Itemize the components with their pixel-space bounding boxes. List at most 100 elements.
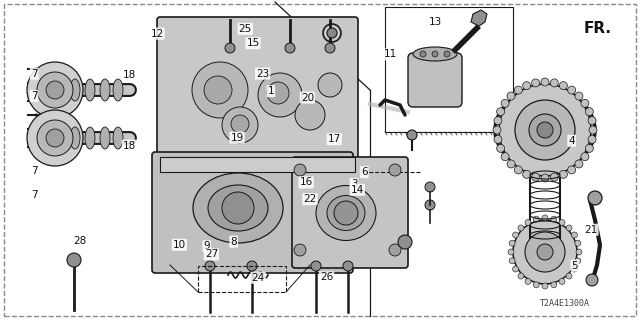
Text: 18: 18 xyxy=(123,70,136,80)
Circle shape xyxy=(537,122,553,138)
Text: 25: 25 xyxy=(239,24,252,34)
Circle shape xyxy=(525,220,531,226)
Circle shape xyxy=(586,108,593,116)
Circle shape xyxy=(551,282,557,288)
Circle shape xyxy=(318,73,342,97)
Text: 28: 28 xyxy=(74,236,87,246)
Text: 8: 8 xyxy=(230,236,237,247)
Text: 1: 1 xyxy=(268,86,274,96)
Circle shape xyxy=(533,282,540,288)
Circle shape xyxy=(46,81,64,99)
Circle shape xyxy=(589,126,597,134)
Circle shape xyxy=(541,174,549,182)
Circle shape xyxy=(258,73,302,117)
Circle shape xyxy=(398,235,412,249)
Circle shape xyxy=(311,261,321,271)
Text: 19: 19 xyxy=(230,132,244,143)
Circle shape xyxy=(513,220,577,284)
Ellipse shape xyxy=(85,127,95,149)
Circle shape xyxy=(225,43,235,53)
Circle shape xyxy=(285,43,295,53)
Text: 18: 18 xyxy=(123,140,136,151)
Ellipse shape xyxy=(70,79,80,101)
Text: 7: 7 xyxy=(31,91,37,101)
Circle shape xyxy=(525,232,565,272)
FancyBboxPatch shape xyxy=(157,17,358,168)
Circle shape xyxy=(572,266,577,272)
Circle shape xyxy=(501,153,509,161)
Circle shape xyxy=(572,232,577,238)
Circle shape xyxy=(568,166,575,174)
Text: 24: 24 xyxy=(252,273,265,283)
Circle shape xyxy=(518,225,524,231)
Circle shape xyxy=(542,283,548,289)
Ellipse shape xyxy=(70,127,80,149)
Circle shape xyxy=(37,120,73,156)
Circle shape xyxy=(588,116,596,124)
Text: 14: 14 xyxy=(351,185,364,195)
Text: 27: 27 xyxy=(205,249,218,260)
Circle shape xyxy=(432,51,438,57)
Text: 22: 22 xyxy=(303,194,317,204)
Circle shape xyxy=(513,232,518,238)
Circle shape xyxy=(576,249,582,255)
Circle shape xyxy=(532,79,540,87)
Circle shape xyxy=(67,253,81,267)
Circle shape xyxy=(551,216,557,222)
Ellipse shape xyxy=(100,79,110,101)
Circle shape xyxy=(497,144,505,152)
Circle shape xyxy=(575,240,581,246)
Text: 9: 9 xyxy=(204,241,210,252)
Circle shape xyxy=(509,258,515,264)
Circle shape xyxy=(566,273,572,279)
Circle shape xyxy=(294,244,306,256)
Ellipse shape xyxy=(327,196,365,230)
Circle shape xyxy=(575,258,581,264)
Circle shape xyxy=(509,240,515,246)
Circle shape xyxy=(588,135,596,143)
Circle shape xyxy=(444,51,450,57)
Circle shape xyxy=(542,215,548,221)
Circle shape xyxy=(515,86,522,94)
Ellipse shape xyxy=(100,127,110,149)
Circle shape xyxy=(550,173,558,181)
Circle shape xyxy=(247,261,257,271)
Circle shape xyxy=(568,86,575,94)
Circle shape xyxy=(325,43,335,53)
Circle shape xyxy=(533,216,540,222)
Circle shape xyxy=(407,130,417,140)
Polygon shape xyxy=(471,10,487,26)
Circle shape xyxy=(27,110,83,166)
Circle shape xyxy=(581,153,589,161)
Circle shape xyxy=(508,249,514,255)
Circle shape xyxy=(559,278,565,284)
Circle shape xyxy=(541,78,549,86)
FancyBboxPatch shape xyxy=(292,157,408,268)
Circle shape xyxy=(559,170,568,178)
Circle shape xyxy=(343,261,353,271)
Ellipse shape xyxy=(113,79,123,101)
Circle shape xyxy=(566,225,572,231)
Ellipse shape xyxy=(113,127,123,149)
Circle shape xyxy=(586,144,593,152)
Circle shape xyxy=(327,28,337,38)
Text: 23: 23 xyxy=(256,68,269,79)
Text: 17: 17 xyxy=(328,134,341,144)
Circle shape xyxy=(494,135,502,143)
Circle shape xyxy=(389,164,401,176)
Ellipse shape xyxy=(85,79,95,101)
Circle shape xyxy=(222,107,258,143)
Circle shape xyxy=(532,173,540,181)
Circle shape xyxy=(497,108,505,116)
FancyBboxPatch shape xyxy=(152,152,353,273)
Circle shape xyxy=(499,84,591,176)
Text: 10: 10 xyxy=(173,240,186,250)
Circle shape xyxy=(425,182,435,192)
Bar xyxy=(198,266,286,292)
Text: 5: 5 xyxy=(572,260,578,271)
Text: FR.: FR. xyxy=(584,20,612,36)
Circle shape xyxy=(37,72,73,108)
Circle shape xyxy=(559,82,568,90)
FancyBboxPatch shape xyxy=(160,157,355,172)
Text: 7: 7 xyxy=(31,166,37,176)
